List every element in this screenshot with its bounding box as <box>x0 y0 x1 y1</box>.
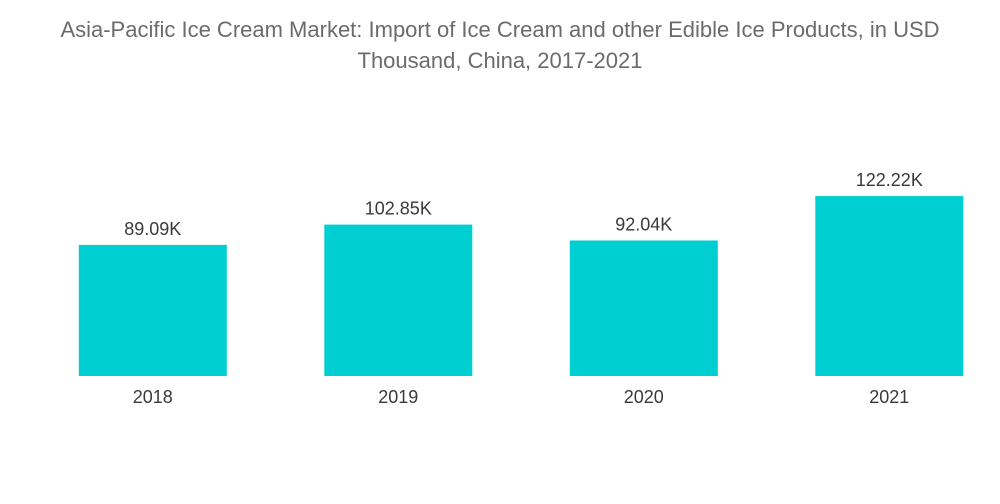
chart-title-line-2: Thousand, China, 2017-2021 <box>357 48 643 73</box>
chart-title-line-1: Asia-Pacific Ice Cream Market: Import of… <box>60 17 940 42</box>
x-tick-label-2021: 2021 <box>869 387 909 407</box>
chart-title: Asia-Pacific Ice Cream Market: Import of… <box>0 14 1000 76</box>
bar-2019 <box>324 224 473 376</box>
value-label-2018: 89.09K <box>124 219 181 239</box>
x-tick-label-2020: 2020 <box>624 387 664 407</box>
x-tick-label-2019: 2019 <box>378 387 418 407</box>
bar-2018 <box>78 244 227 376</box>
bar-series: 89.09K 2018 102.85K 2019 92.04K 2020 122.22K 20… <box>78 170 964 407</box>
x-tick-label-2018: 2018 <box>133 387 173 407</box>
value-label-2020: 92.04K <box>615 215 672 235</box>
value-label-2019: 102.85K <box>365 199 432 219</box>
bar-2020 <box>569 240 718 376</box>
value-label-2021: 122.22K <box>856 170 923 190</box>
bar-2021 <box>815 196 964 376</box>
